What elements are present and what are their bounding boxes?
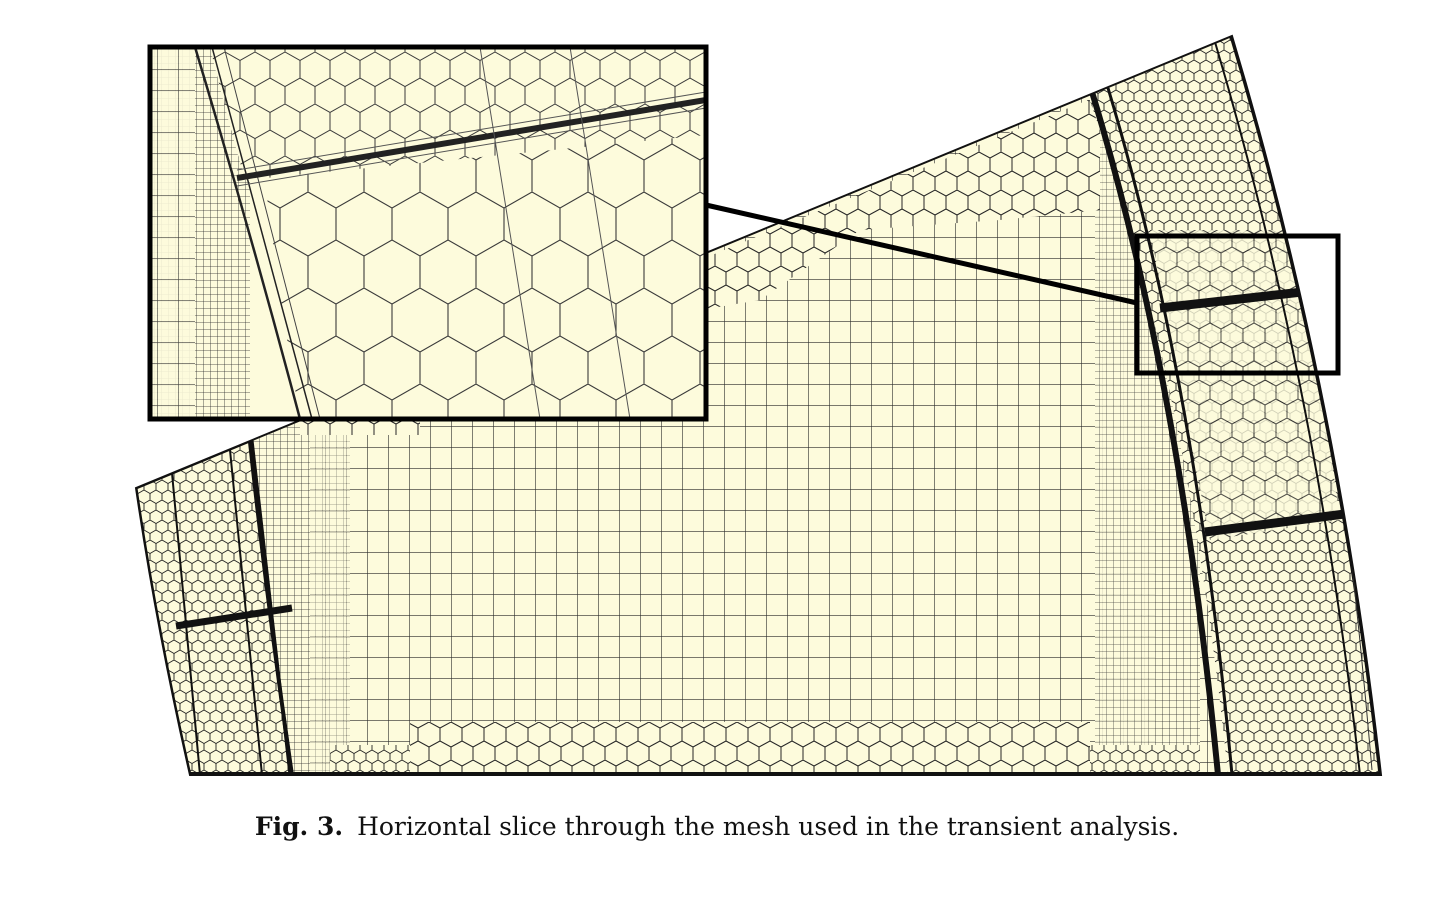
zoom-connector-line — [705, 202, 1138, 306]
zoom-region-box — [1134, 233, 1341, 376]
zoom-inset — [147, 44, 709, 422]
figure-caption: Fig. 3. Horizontal slice through the mesh… — [0, 812, 1434, 841]
domain-boundary — [134, 34, 1383, 776]
mesh-figure — [134, 34, 1383, 776]
figure-label: Fig. 3. — [254, 812, 344, 841]
caption-text: Horizontal slice through the mesh used i… — [357, 812, 1180, 841]
